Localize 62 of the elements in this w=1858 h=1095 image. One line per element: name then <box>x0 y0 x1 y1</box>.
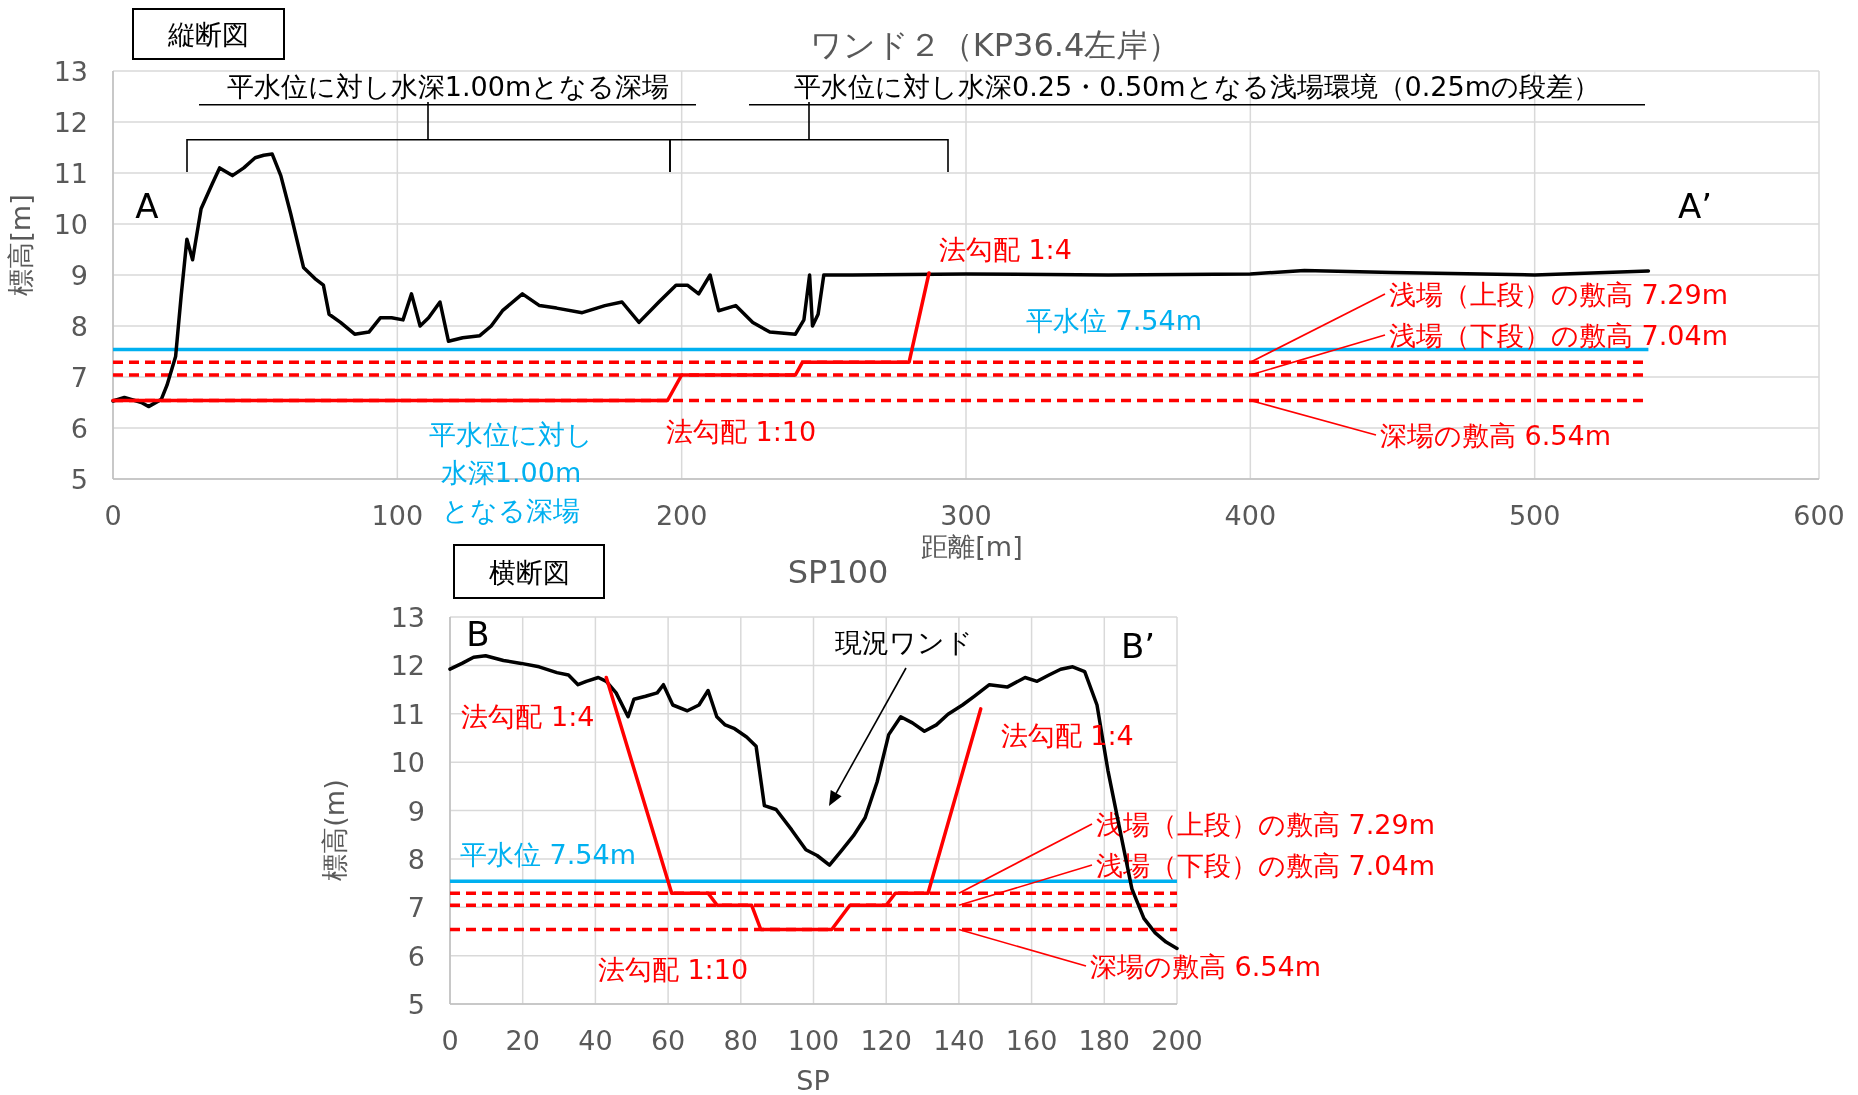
x-tick-label: 400 <box>1224 500 1277 531</box>
x-tick-label: 100 <box>787 1025 840 1056</box>
annotation: 法勾配 1:10 <box>597 953 749 985</box>
annotation: A <box>135 186 159 226</box>
y-axis-title: 標高(m) <box>319 779 350 881</box>
x-axis-title: SP <box>796 1065 830 1095</box>
legend-label: 深場の敷高 6.54m <box>1380 420 1612 451</box>
annotation: 法勾配 1:10 <box>666 416 817 448</box>
y-tick-label: 13 <box>390 602 425 633</box>
x-tick-label: 0 <box>104 500 122 531</box>
x-tick-label: 120 <box>860 1025 912 1056</box>
x-tick-label: 60 <box>650 1025 686 1056</box>
x-tick-label: 200 <box>655 500 708 531</box>
x-tick-label: 20 <box>505 1025 540 1056</box>
y-tick-label: 11 <box>390 698 425 730</box>
ref-line-label: 浅場（下段）の敷高 7.04m <box>1389 320 1729 351</box>
legend-label: 深場の敷高 6.54m <box>1090 951 1322 982</box>
y-tick-label: 6 <box>407 940 425 972</box>
x-tick-label: 200 <box>1151 1025 1203 1056</box>
annotation: 平水位に対し水深0.25・0.50mとなる浅場環境（0.25mの段差） <box>794 71 1600 102</box>
x-tick-label: 180 <box>1078 1025 1131 1056</box>
y-tick-label: 5 <box>407 989 425 1020</box>
x-tick-label: 140 <box>933 1025 985 1056</box>
y-axis-title: 標高[m] <box>5 194 36 296</box>
y-tick-label: 10 <box>390 747 425 779</box>
text: 縦断図 <box>166 19 249 50</box>
ref-line-label: 平水位 7.54m <box>460 839 637 870</box>
y-tick-label: 7 <box>407 892 425 924</box>
x-tick-label: 300 <box>940 500 992 531</box>
chart-title: ワンド２（KP36.4左岸） <box>809 26 1181 64</box>
x-tick-label: 600 <box>1793 500 1845 531</box>
y-tick-label: 8 <box>70 311 88 342</box>
annotation: B’ <box>1120 626 1156 666</box>
y-tick-label: 12 <box>53 107 88 138</box>
y-tick-label: 9 <box>407 795 425 827</box>
x-tick-label: 500 <box>1508 500 1561 531</box>
x-tick-label: 80 <box>723 1025 758 1056</box>
y-tick-label: 8 <box>407 843 425 875</box>
annotation: 法勾配 1:4 <box>461 701 595 733</box>
annotation: 平水位に対し水深1.00mとなる深場 <box>429 419 594 527</box>
annotation: A’ <box>1677 186 1713 226</box>
y-tick-label: 12 <box>390 650 425 682</box>
chart-title: SP100 <box>787 553 889 591</box>
annotation: 現況ワンド <box>835 627 973 658</box>
ref-line-label: 平水位 7.54m <box>1025 305 1203 336</box>
text: 横断図 <box>488 557 570 588</box>
y-tick-label: 5 <box>70 464 88 495</box>
y-tick-label: 6 <box>70 413 88 444</box>
x-tick-label: 0 <box>441 1025 459 1056</box>
y-tick-label: 9 <box>70 260 88 291</box>
y-tick-label: 13 <box>53 56 88 87</box>
x-axis-title: 距離[m] <box>921 531 1023 562</box>
y-tick-label: 10 <box>53 209 88 240</box>
annotation: 法勾配 1:4 <box>938 233 1072 265</box>
annotation: B <box>466 614 490 654</box>
annotation: 平水位に対し水深1.00mとなる深場 <box>226 71 670 102</box>
x-tick-label: 160 <box>1005 1025 1058 1056</box>
x-tick-label: 100 <box>371 500 424 531</box>
ref-line-label: 浅場（上段）の敷高 7.29m <box>1389 279 1729 310</box>
x-tick-label: 40 <box>578 1025 613 1056</box>
y-tick-label: 7 <box>70 362 88 393</box>
y-tick-label: 11 <box>53 158 88 189</box>
